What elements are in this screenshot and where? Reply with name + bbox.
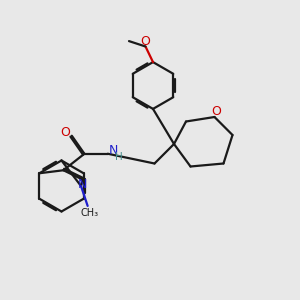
Text: O: O <box>140 34 150 48</box>
Text: O: O <box>60 126 70 139</box>
Text: H: H <box>115 152 123 162</box>
Text: N: N <box>78 178 87 191</box>
Text: CH₃: CH₃ <box>80 208 98 218</box>
Text: N: N <box>109 144 118 157</box>
Text: O: O <box>211 105 221 118</box>
